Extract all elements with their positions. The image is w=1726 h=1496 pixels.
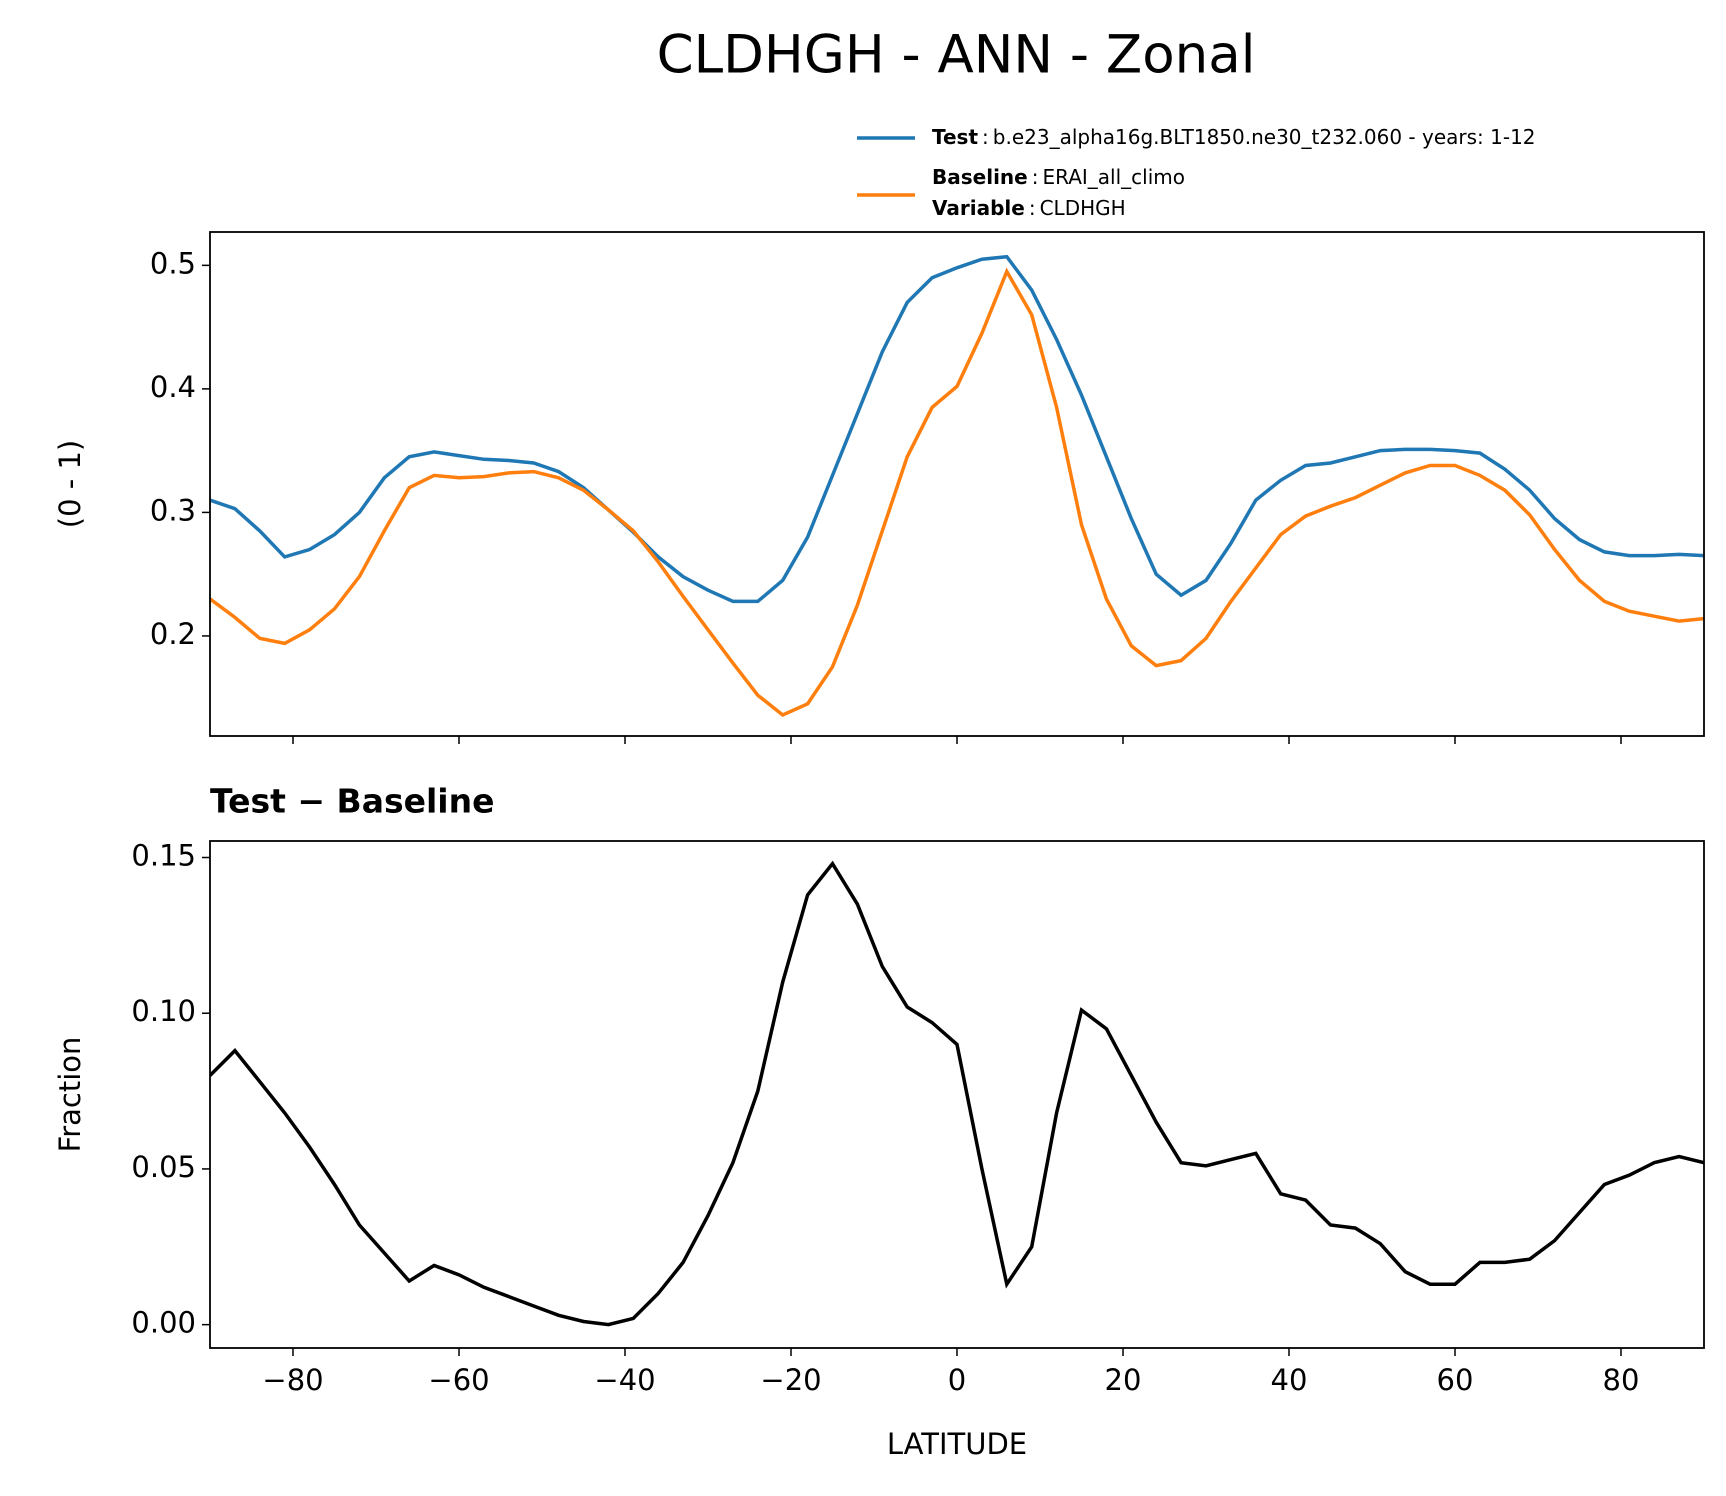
legend-separator: : bbox=[1029, 196, 1036, 220]
legend-description: ERAI_all_climo bbox=[1042, 165, 1185, 189]
y-tick-label: 0.3 bbox=[150, 493, 196, 527]
legend-description: CLDHGH bbox=[1040, 196, 1126, 220]
legend-separator: : bbox=[1032, 165, 1039, 189]
legend-entry: Test: b.e23_alpha16g.BLT1850.ne30_t232.06… bbox=[932, 125, 1536, 149]
data-line bbox=[210, 267, 1704, 718]
legend-name: Variable bbox=[932, 196, 1025, 220]
y-tick-label: 0.00 bbox=[131, 1306, 196, 1340]
x-tick-label: −60 bbox=[428, 1363, 489, 1397]
panel-title: Test − Baseline bbox=[210, 782, 495, 821]
legend-name: Baseline bbox=[932, 165, 1028, 189]
y-tick-label: 0.15 bbox=[131, 839, 196, 873]
legend-variable: Variable: CLDHGH bbox=[932, 196, 1126, 220]
axes-frame bbox=[209, 231, 1705, 737]
legend-entry: Baseline: ERAI_all_climo bbox=[932, 165, 1185, 189]
x-tick-label: −40 bbox=[594, 1363, 655, 1397]
data-line bbox=[210, 860, 1704, 1327]
data-line bbox=[210, 254, 1704, 604]
x-tick-label: −20 bbox=[760, 1363, 821, 1397]
x-tick-label: 80 bbox=[1603, 1363, 1640, 1397]
y-axis-label: Fraction bbox=[53, 1037, 87, 1153]
legend-separator: : bbox=[982, 125, 989, 149]
axes-frame bbox=[209, 840, 1705, 1349]
x-tick-label: 0 bbox=[948, 1363, 966, 1397]
chart-title: CLDHGH - ANN - Zonal bbox=[657, 25, 1256, 86]
x-tick-label: −80 bbox=[262, 1363, 323, 1397]
y-tick-label: 0.05 bbox=[131, 1150, 196, 1184]
y-tick-label: 0.4 bbox=[150, 370, 196, 404]
x-tick-label: 60 bbox=[1437, 1363, 1474, 1397]
y-tick-label: 0.10 bbox=[131, 994, 196, 1028]
y-axis-label: (0 - 1) bbox=[53, 440, 87, 528]
legend-description: b.e23_alpha16g.BLT1850.ne30_t232.060 - y… bbox=[993, 125, 1536, 149]
legend-name: Test bbox=[932, 125, 978, 149]
x-axis-label: LATITUDE bbox=[887, 1427, 1027, 1461]
x-tick-label: 20 bbox=[1105, 1363, 1142, 1397]
y-tick-label: 0.2 bbox=[150, 617, 196, 651]
y-tick-label: 0.5 bbox=[150, 246, 196, 280]
x-tick-label: 40 bbox=[1271, 1363, 1308, 1397]
